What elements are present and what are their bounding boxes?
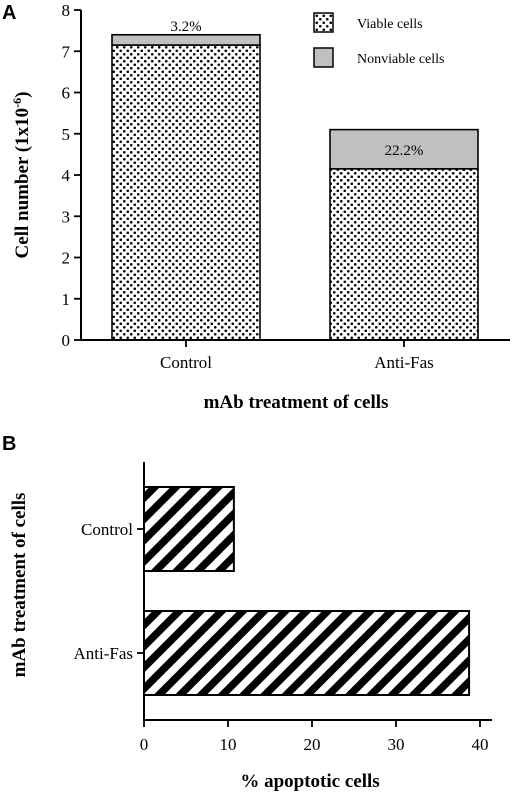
a-y-tick-label: 2 xyxy=(62,249,71,268)
a-bar-nonviable-control xyxy=(111,33,261,46)
a-bar-annotation: 22.2% xyxy=(385,143,424,159)
legend-swatch-nonviable xyxy=(313,47,334,68)
a-legend: Viable cells Nonviable cells xyxy=(313,12,444,68)
a-y-tick-label: 0 xyxy=(62,331,71,350)
a-bar-annotation: 3.2% xyxy=(170,19,201,35)
a-y-tick-label: 1 xyxy=(62,290,71,309)
a-bar-nonviable-anti-fas xyxy=(329,128,479,170)
b-x-tick-label: 20 xyxy=(304,735,321,754)
a-bar-viable-control xyxy=(111,44,261,341)
panel-letter-a: A xyxy=(2,2,16,24)
a-y-tick-label: 7 xyxy=(62,42,71,61)
a-y-tick-label: 8 xyxy=(62,1,71,20)
b-x-tick-label: 40 xyxy=(472,735,489,754)
a-y-axis-title: Cell number (1x10-6) xyxy=(10,92,33,259)
legend-label-viable: Viable cells xyxy=(357,17,423,32)
b-bars xyxy=(143,486,471,696)
a-x-tick-label: Control xyxy=(160,353,212,372)
legend-label-nonviable: Nonviable cells xyxy=(357,52,444,67)
panel-a: A 0 1 2 3 4 5 6 7 8 3.2% 22.2% Control Anti-Fas Ce… xyxy=(2,1,510,413)
a-y-tick-label: 4 xyxy=(62,166,71,185)
b-x-axis-ticks: 0 10 20 30 40 xyxy=(140,720,489,754)
panel-letter-b: B xyxy=(2,433,16,455)
panel-b: B 0 10 20 30 40 Control Anti-Fas mAb treatmen… xyxy=(2,433,492,792)
b-y-tick-label: Anti-Fas xyxy=(74,644,134,663)
b-x-axis-title: % apoptotic cells xyxy=(240,771,379,792)
b-y-axis-ticks: Control Anti-Fas xyxy=(74,520,144,663)
b-x-tick-label: 10 xyxy=(220,735,237,754)
a-bars: 3.2% 22.2% xyxy=(111,19,479,341)
b-bar-anti-fas xyxy=(143,610,471,696)
b-x-tick-label: 0 xyxy=(140,735,149,754)
a-x-axis-title: mAb treatment of cells xyxy=(204,392,389,413)
b-bar-control xyxy=(143,486,235,572)
b-y-axis-title: mAb treatment of cells xyxy=(9,493,30,678)
legend-swatch-viable xyxy=(313,12,334,33)
a-y-tick-label: 6 xyxy=(62,84,71,103)
a-x-axis-ticks: Control Anti-Fas xyxy=(160,340,434,372)
a-bar-viable-anti-fas xyxy=(329,168,479,341)
b-x-tick-label: 30 xyxy=(388,735,405,754)
a-y-tick-label: 5 xyxy=(62,125,71,144)
a-x-tick-label: Anti-Fas xyxy=(374,353,434,372)
a-y-axis-ticks: 0 1 2 3 4 5 6 7 8 xyxy=(62,1,81,350)
a-y-tick-label: 3 xyxy=(62,207,71,226)
b-y-tick-label: Control xyxy=(81,520,133,539)
